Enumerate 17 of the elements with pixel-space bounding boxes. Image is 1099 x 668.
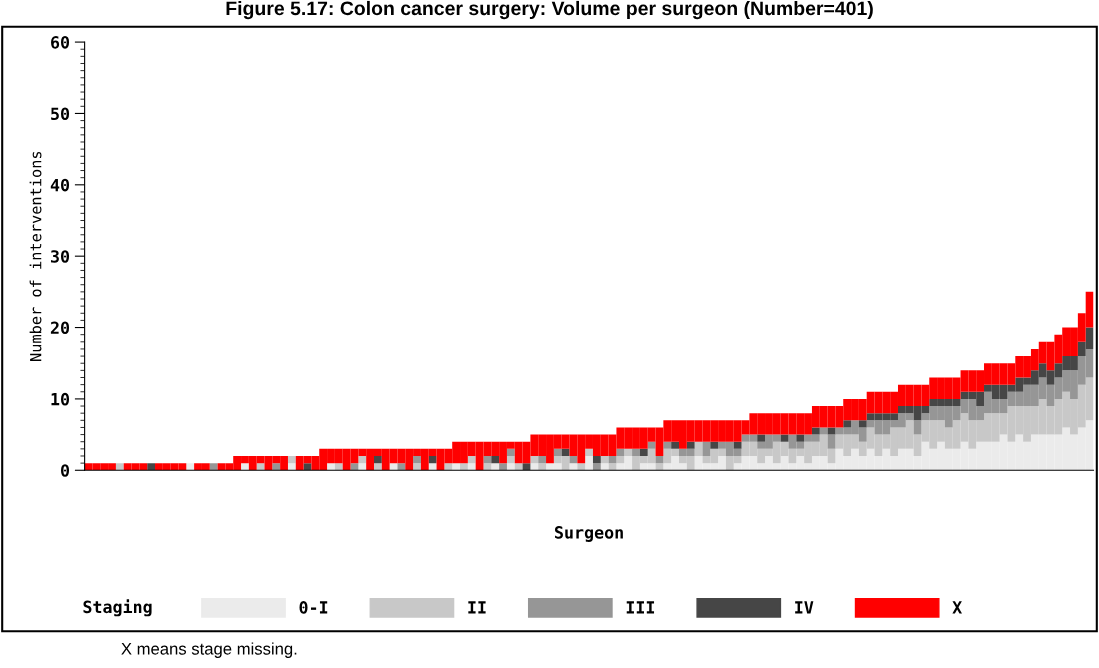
chart-title: Figure 5.17: Colon cancer surgery: Volume per surgeon (Number=401): [226, 0, 873, 20]
legend-label: X: [952, 601, 962, 614]
legend-label: IV: [795, 601, 814, 614]
legend-title: Staging: [83, 599, 152, 617]
y-tick-label: 20: [50, 321, 70, 335]
text: X means stage missing.: [121, 642, 297, 658]
legend-label: III: [626, 601, 655, 614]
legend-label: 0-I: [299, 601, 328, 614]
y-axis-title: Number of interventions: [29, 151, 42, 361]
y-tick-label: 50: [51, 107, 70, 121]
x-axis-title: Surgeon: [554, 526, 623, 542]
legend-label: II: [468, 601, 486, 614]
y-tick-label: 30: [50, 250, 70, 263]
y-tick-label: 40: [50, 178, 70, 192]
y-tick-label: 10: [51, 392, 70, 406]
y-tick-label: 0: [61, 464, 70, 477]
y-tick-label: 60: [51, 36, 70, 49]
